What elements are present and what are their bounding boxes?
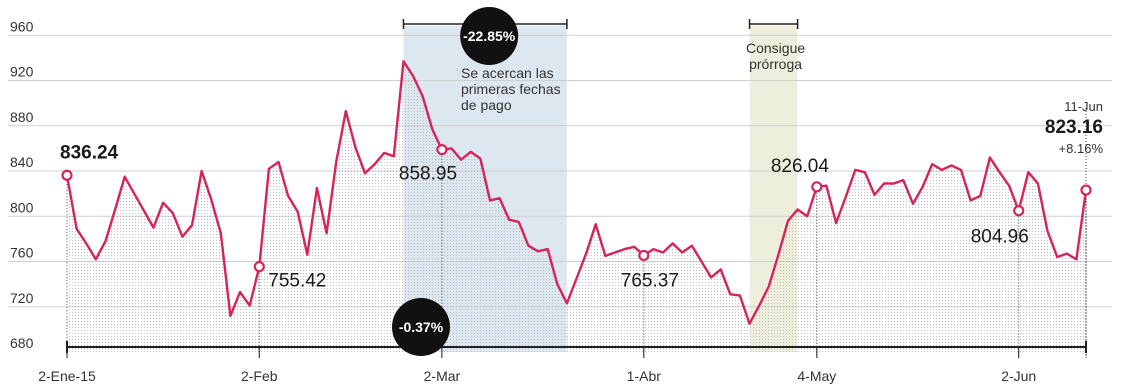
area-under-line bbox=[67, 61, 1086, 353]
x-tick-label: 2-Mar bbox=[424, 368, 461, 384]
point-marker bbox=[61, 169, 73, 181]
y-tick-label: 680 bbox=[10, 335, 34, 351]
x-axis-labels: 2-Ene-15 2-Feb 2-Mar 1-Abr 4-May 2-Jun bbox=[38, 346, 1036, 384]
y-axis-labels: 960 920 880 840 800 760 720 680 bbox=[10, 18, 34, 351]
y-tick-label: 920 bbox=[10, 64, 34, 80]
y-tick-label: 760 bbox=[10, 245, 34, 261]
area-fill bbox=[67, 61, 1086, 353]
last-value-label: 823.16 bbox=[1045, 117, 1103, 138]
band-note-line: Consigue bbox=[746, 40, 805, 56]
point-marker bbox=[811, 181, 823, 193]
x-tick-label: 4-May bbox=[797, 368, 836, 384]
last-change-label: +8.16% bbox=[1059, 141, 1104, 156]
value-label: 804.96 bbox=[971, 227, 1029, 248]
y-tick-label: 960 bbox=[10, 18, 34, 34]
change-badge bbox=[460, 7, 519, 65]
change-badge-label: -22.85% bbox=[463, 28, 516, 44]
x-tick-label: 2-Feb bbox=[241, 368, 278, 384]
value-labels: 836.24 755.42 858.95 765.37 826.04 804.96 11-J… bbox=[60, 99, 1103, 292]
band-note-line: de pago bbox=[461, 97, 512, 113]
band-note-line: primeras fechas bbox=[461, 81, 561, 97]
last-date-label: 11-Jun bbox=[1064, 99, 1103, 114]
y-tick-label: 880 bbox=[10, 109, 34, 125]
band-note-line: Se acercan las bbox=[461, 65, 554, 81]
point-marker bbox=[253, 261, 265, 273]
series-line bbox=[65, 60, 1088, 325]
point-marker bbox=[638, 249, 650, 262]
data-line bbox=[65, 60, 1088, 325]
y-tick-label: 720 bbox=[10, 290, 34, 306]
overall-badge bbox=[392, 298, 450, 356]
y-tick-label: 800 bbox=[10, 199, 34, 215]
point-marker bbox=[436, 144, 448, 156]
value-label: 755.42 bbox=[268, 271, 326, 292]
markers bbox=[61, 144, 1092, 273]
value-label: 836.24 bbox=[60, 142, 119, 163]
point-marker bbox=[1080, 184, 1092, 196]
badges: -22.85% -0.37% bbox=[392, 7, 519, 356]
value-label: 858.95 bbox=[399, 164, 457, 185]
x-tick-label: 1-Abr bbox=[627, 368, 662, 384]
y-tick-label: 840 bbox=[10, 154, 34, 170]
drop-lines bbox=[66, 108, 1087, 358]
x-tick-label: 2-Jun bbox=[1001, 368, 1036, 384]
x-tick-label: 2-Ene-15 bbox=[38, 368, 96, 384]
value-label: 826.04 bbox=[771, 156, 830, 177]
band-note-line: prórroga bbox=[749, 56, 802, 72]
overall-badge-label: -0.37% bbox=[399, 319, 444, 335]
value-label: 765.37 bbox=[621, 270, 679, 291]
point-marker bbox=[1013, 205, 1025, 217]
